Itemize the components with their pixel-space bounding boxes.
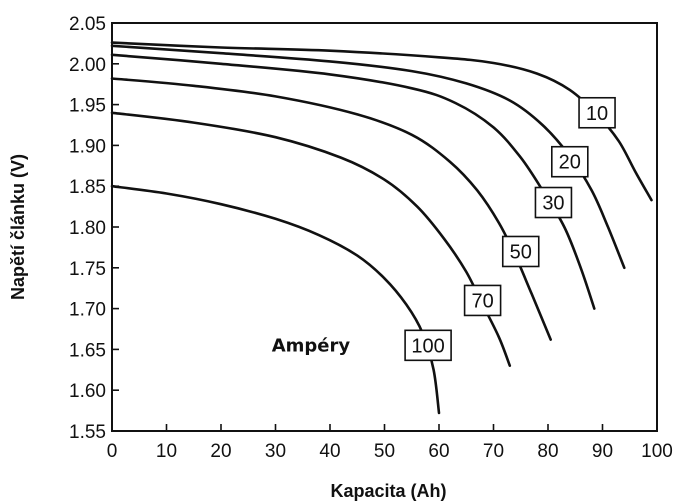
series-line-100 <box>110 184 441 415</box>
y-axis-title: Napětí článku (V) <box>8 154 28 300</box>
x-tick-label: 0 <box>107 441 118 462</box>
x-tick-label: 10 <box>156 441 177 462</box>
y-tick-label: 1.95 <box>69 96 106 117</box>
annotation-ampery: Ampéry <box>272 335 351 356</box>
series-label-10: 10 <box>586 103 608 125</box>
series-label-box-100 <box>404 329 452 362</box>
plot-frame <box>111 22 658 432</box>
series-label-100: 100 <box>411 335 444 357</box>
x-tick-label: 70 <box>483 441 504 462</box>
series-label-box-30 <box>534 186 573 219</box>
y-axis-ticks: 1.55 1.60 1.65 1.70 1.75 1.80 1.85 1.90 1.95 2.00… <box>69 14 119 443</box>
x-tick-label: 50 <box>374 441 395 462</box>
x-tick-label: 80 <box>537 441 558 462</box>
series-label-box-20 <box>550 145 589 178</box>
series-line-30 <box>110 53 596 310</box>
x-axis-title: Kapacita (Ah) <box>330 481 446 501</box>
series-label-box-50 <box>501 235 540 268</box>
y-tick-label: 1.65 <box>69 340 106 361</box>
y-tick-label: 1.75 <box>69 259 106 280</box>
y-tick-label: 2.00 <box>69 55 106 76</box>
series-line-70 <box>110 111 512 367</box>
series-line-20 <box>110 44 626 270</box>
series-line-10 <box>110 41 653 202</box>
series-label-20: 20 <box>559 152 581 174</box>
series-label-70: 70 <box>471 290 493 312</box>
series-label-box-70 <box>463 284 502 317</box>
y-tick-label: 1.80 <box>69 218 106 239</box>
y-tick-label: 1.55 <box>69 422 106 443</box>
y-tick-label: 1.70 <box>69 300 106 321</box>
y-tick-label: 2.05 <box>69 14 106 35</box>
x-tick-label: 30 <box>265 441 286 462</box>
y-tick-label: 1.85 <box>69 177 106 198</box>
x-tick-label: 60 <box>428 441 449 462</box>
series-label-50: 50 <box>510 241 532 263</box>
series-labels: 10 20 30 50 70 100 <box>404 96 616 362</box>
x-tick-label: 100 <box>641 441 673 462</box>
x-tick-label: 90 <box>592 441 613 462</box>
y-tick-label: 1.90 <box>69 136 106 157</box>
y-tick-label: 1.60 <box>69 381 106 402</box>
x-tick-label: 40 <box>319 441 340 462</box>
x-tick-label: 20 <box>210 441 231 462</box>
series-label-box-10 <box>578 96 616 129</box>
series-label-30: 30 <box>542 193 564 215</box>
series-lines <box>110 41 653 415</box>
x-axis-ticks: 0 10 20 30 40 50 60 70 80 90 100 <box>107 424 673 462</box>
